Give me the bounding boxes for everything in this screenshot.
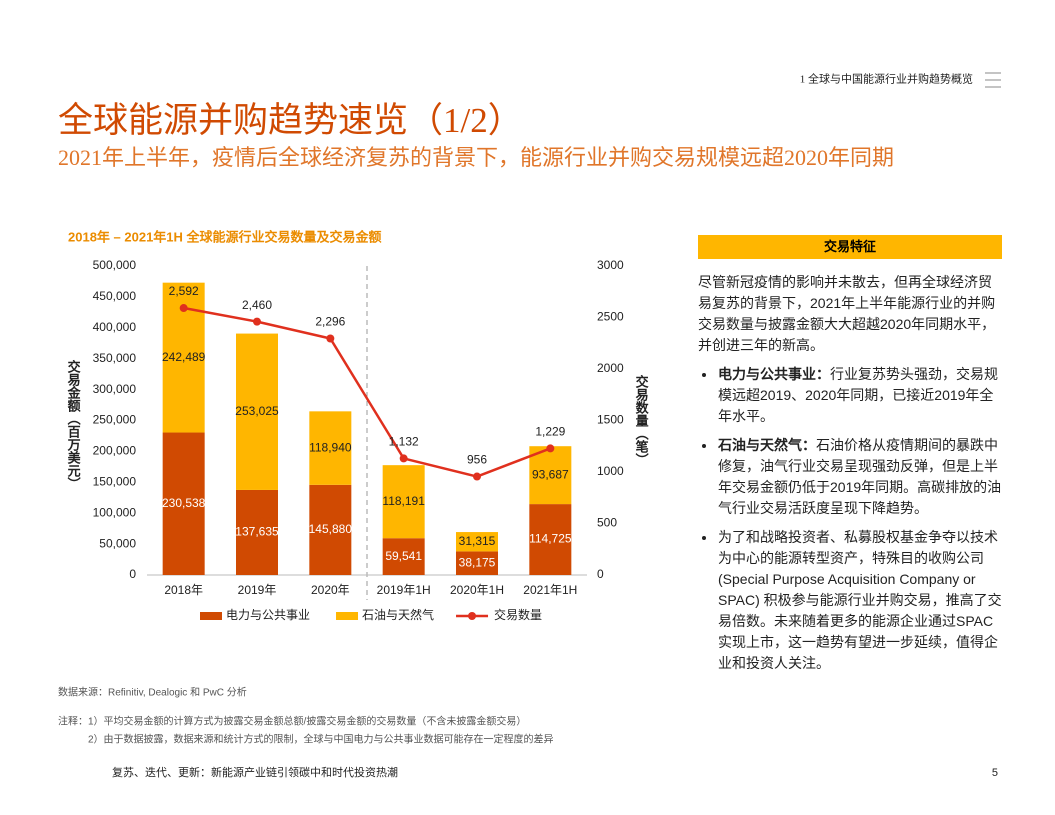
data-label: 118,940	[309, 440, 352, 454]
title: 全球能源并购趋势速览（1/2）	[58, 101, 523, 140]
data-label: 118,191	[382, 494, 425, 508]
data-label: 230,538	[162, 496, 206, 510]
legend-marker	[468, 612, 477, 620]
line-point	[179, 304, 188, 313]
y2-tick-label: 2000	[597, 361, 624, 375]
data-label: 956	[467, 453, 487, 467]
x-tick-label: 2018年	[164, 583, 203, 597]
panel-intro: 尽管新冠疫情的影响并未散去，但再全球经济贸易复苏的背景下，2021年上半年能源行…	[698, 274, 996, 353]
panel: 尽管新冠疫情的影响并未散去，但再全球经济贸易复苏的背景下，2021年上半年能源行…	[698, 272, 1003, 682]
legend-label: 交易数量	[494, 607, 542, 622]
footer-text: 复苏、迭代、更新：新能源产业链引领碳中和时代投资热潮	[112, 765, 398, 779]
bullet-text: 石油价格从疫情期间的暴跌中修复，油气行业交易呈现强劲反弹，但是上半年交易金额仍低…	[718, 437, 1002, 516]
legend-label: 电力与公共事业	[226, 608, 310, 622]
data-label: 242,489	[162, 350, 206, 364]
bar-segment	[529, 504, 572, 575]
x-tick-label: 2019年1H	[377, 583, 431, 597]
data-label: 2,296	[315, 315, 345, 329]
line-point	[546, 444, 555, 453]
data-label: 93,687	[532, 467, 569, 481]
y-tick-label: 400,000	[93, 320, 137, 334]
data-label: 137,635	[235, 525, 279, 539]
data-label: 38,175	[459, 555, 496, 569]
line-point	[253, 317, 261, 326]
menu-icon	[985, 72, 1001, 88]
x-tick-label: 2020年1H	[450, 583, 504, 597]
note: 1）平均交易金额的计算方式为披露交易金额总额/披露交易金额的交易数量（不含未披露…	[88, 715, 526, 728]
y2-tick-label: 500	[597, 516, 617, 530]
legend-swatch	[200, 612, 222, 620]
x-tick-label: 2019年	[238, 583, 277, 597]
y2-tick-label: 2500	[597, 310, 624, 324]
bar-segment	[236, 489, 278, 575]
bullet-lead: 电力与公共事业：	[718, 366, 830, 382]
y-tick-label: 50,000	[99, 536, 136, 550]
data-label: 1,132	[389, 435, 419, 449]
data-label: 2,592	[169, 284, 199, 298]
section: 1 全球与中国能源行业并购趋势概览	[800, 72, 973, 86]
line-point	[473, 472, 481, 481]
data-label: 145,880	[309, 522, 353, 536]
y2-axis-label: 交易数量（笔）	[634, 374, 650, 466]
y-tick-label: 0	[129, 567, 136, 581]
y-tick-label: 100,000	[93, 505, 137, 519]
y-tick-label: 450,000	[93, 289, 137, 303]
line-point	[326, 334, 335, 343]
bullet-dot	[702, 536, 706, 540]
y2-tick-label: 0	[597, 567, 604, 581]
legend-label: 石油与天然气	[362, 607, 434, 622]
data-label: 59,541	[385, 549, 422, 563]
note: 2）由于数据披露，数据来源和统计方式的限制，全球与中国电力与公共事业数据可能存在…	[88, 733, 554, 746]
data-label: 253,025	[235, 404, 279, 418]
subtitle: 2021年上半年，疫情后全球经济复苏的背景下，能源行业并购交易规模远超2020年…	[58, 145, 894, 170]
bar-segment	[456, 551, 498, 575]
bar-segment	[162, 432, 205, 575]
bullet: 石油与天然气：石油价格从疫情期间的暴跌中修复，油气行业交易呈现强劲反弹，但是上半…	[698, 435, 1003, 519]
panel-heading: 交易特征	[698, 235, 1002, 259]
y-tick-label: 300,000	[93, 382, 137, 396]
y2-tick-label: 3000	[597, 258, 624, 272]
legend-swatch	[336, 612, 359, 620]
bullet-dot	[702, 373, 706, 377]
y-axis-label: 交易金额（百万美元）	[66, 359, 82, 490]
bar-segment	[236, 333, 278, 490]
bullet-dot	[702, 444, 706, 448]
data-label: 1,229	[535, 425, 565, 439]
y-tick-label: 500,000	[93, 258, 137, 272]
data-label: 2,460	[242, 298, 272, 312]
y-tick-label: 200,000	[93, 444, 137, 458]
y-tick-label: 350,000	[93, 351, 137, 365]
bar-segment	[382, 538, 425, 575]
source: 数据来源：Refinitiv, Dealogic 和 PwC 分析	[58, 686, 247, 699]
y2-tick-label: 1000	[597, 464, 624, 478]
bullet: 电力与公共事业：行业复苏势头强劲，交易规模远超2019、2020年同期，已接近2…	[698, 364, 1003, 427]
bar-segment	[456, 532, 498, 552]
bar-segment	[309, 411, 352, 485]
bullet-list: 电力与公共事业：行业复苏势头强劲，交易规模远超2019、2020年同期，已接近2…	[698, 364, 1003, 674]
x-tick-label: 2020年	[311, 583, 350, 597]
y2-tick-label: 1500	[597, 413, 624, 427]
data-label: 114,725	[529, 532, 572, 546]
page-number: 5	[992, 767, 998, 779]
bar-segment	[309, 484, 352, 575]
y-tick-label: 150,000	[93, 474, 137, 488]
line-point	[399, 454, 408, 463]
bullet-text: 为了和战略投资者、私募股权基金争夺以技术为中心的能源转型资产，特殊目的收购公司 …	[718, 529, 1002, 671]
line	[183, 306, 551, 478]
chart-title: 2018年 – 2021年1H 全球能源行业交易数量及交易金额	[68, 229, 382, 244]
bar-segment	[382, 465, 425, 539]
bullet-text: 行业复苏势头强劲，交易规模远超2019、2020年同期，已接近2019年全年水平…	[718, 366, 998, 424]
x-tick-label: 2021年1H	[523, 583, 577, 597]
bullet: 为了和战略投资者、私募股权基金争夺以技术为中心的能源转型资产，特殊目的收购公司 …	[698, 527, 1003, 674]
bullet-lead: 石油与天然气：	[718, 437, 816, 453]
data-label: 31,315	[459, 534, 496, 548]
y-tick-label: 250,000	[93, 413, 137, 427]
notes-label: 注释：	[58, 715, 88, 728]
bar-segment	[529, 446, 572, 505]
